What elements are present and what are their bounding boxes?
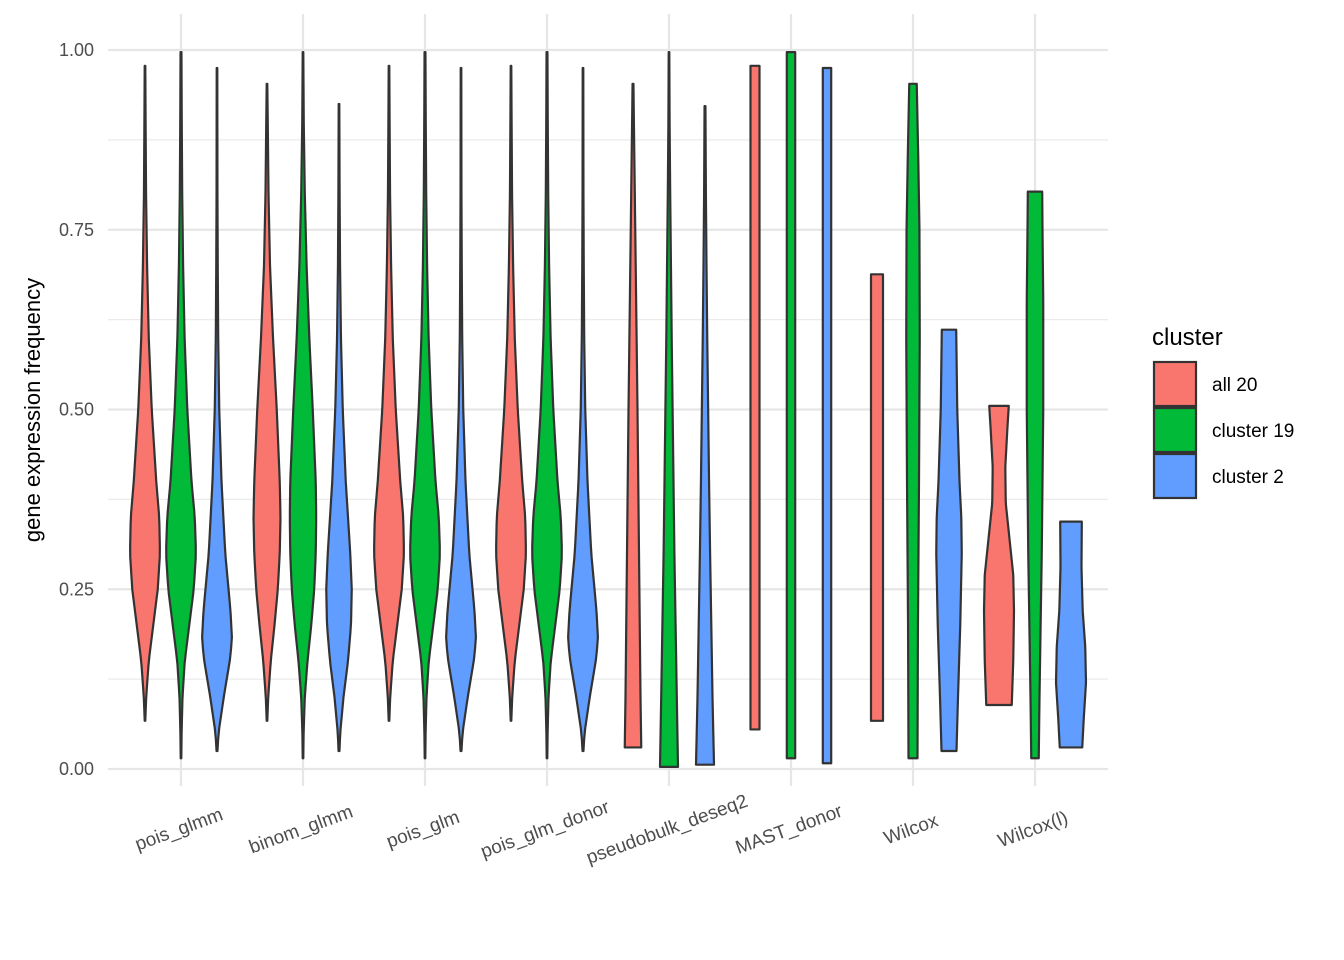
violin-Wilcox-cluster-2 <box>935 328 963 753</box>
violin-Wilcox(l)-cluster-2 <box>1054 520 1088 749</box>
y-tick-label: 0.75 <box>59 220 94 240</box>
violin-binom_glmm-cluster-2 <box>325 102 353 753</box>
violin-Wilcox-cluster-19 <box>905 82 921 760</box>
violin-pois_glm-all-20 <box>373 64 405 722</box>
violin-pseudobulk_deseq2-cluster-2 <box>694 104 716 766</box>
x-tick-label: pois_glm <box>384 807 463 853</box>
violin-Wilcox(l)-cluster-19 <box>1025 190 1045 760</box>
legend-key <box>1152 406 1198 454</box>
y-axis-title: gene expression frequency <box>20 278 45 542</box>
violin-pois_glm_donor-cluster-19 <box>531 51 563 760</box>
legend: cluster all 20 cluster 19 cluster 2 <box>1152 324 1294 500</box>
x-tick-label: Wilcox <box>881 810 941 849</box>
y-tick-labels: 0.00 0.25 0.50 0.75 1.00 <box>59 40 94 779</box>
legend-label: all 20 <box>1212 375 1257 396</box>
violin-Wilcox(l)-all-20 <box>982 404 1016 707</box>
violin-MAST_donor-cluster-19 <box>785 51 797 760</box>
violin-pois_glmm-all-20 <box>129 64 161 722</box>
violin-pseudobulk_deseq2-all-20 <box>623 82 643 749</box>
x-tick-labels: pois_glmm binom_glmm pois_glm pois_glm_dono… <box>132 791 1071 869</box>
y-tick-label: 0.00 <box>59 759 94 779</box>
legend-label: cluster 2 <box>1212 467 1284 488</box>
y-tick-label: 1.00 <box>59 40 94 60</box>
legend-title: cluster <box>1152 324 1223 351</box>
x-tick-label: binom_glmm <box>246 801 355 858</box>
violin-pois_glmm-cluster-2 <box>201 66 233 753</box>
violin-pois_glm-cluster-19 <box>409 51 441 760</box>
violin-MAST_donor-cluster-2 <box>821 66 833 765</box>
violin-binom_glmm-all-20 <box>252 82 282 722</box>
violin-pois_glm-cluster-2 <box>445 66 477 753</box>
y-tick-label: 0.25 <box>59 579 94 599</box>
x-tick-label: Wilcox(l) <box>995 808 1071 853</box>
violin-layer <box>129 51 1088 768</box>
x-tick-label: pois_glmm <box>132 804 226 855</box>
violin-Wilcox-all-20 <box>869 273 885 722</box>
violin-pois_glm_donor-cluster-2 <box>567 66 599 753</box>
violin-pois_glmm-cluster-19 <box>165 51 197 760</box>
violin-MAST_donor-all-20 <box>749 64 761 731</box>
y-tick-label: 0.50 <box>59 400 94 420</box>
legend-label: cluster 19 <box>1212 421 1294 442</box>
x-tick-label: pseudobulk_deseq2 <box>584 791 751 869</box>
violin-binom_glmm-cluster-19 <box>288 51 318 760</box>
legend-key <box>1152 360 1198 408</box>
violin-pseudobulk_deseq2-cluster-19 <box>658 51 680 768</box>
violin-pois_glm_donor-all-20 <box>495 64 527 722</box>
legend-key <box>1152 452 1198 500</box>
